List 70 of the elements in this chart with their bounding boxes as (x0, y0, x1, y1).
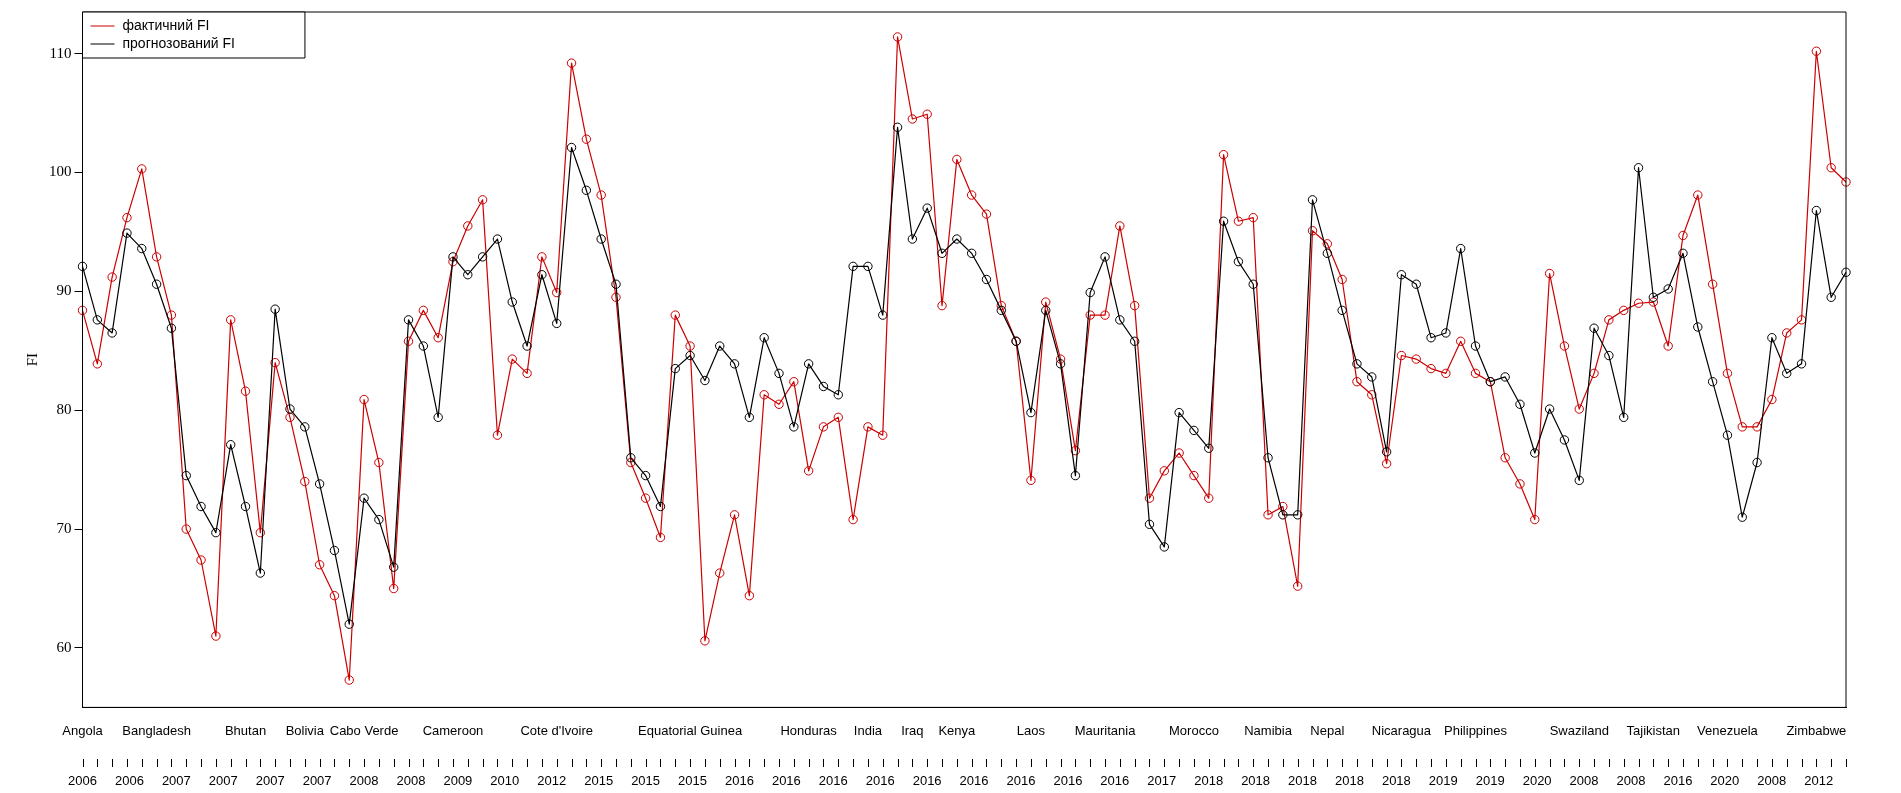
text: 2019 (1428, 773, 1458, 789)
y-tick-label: 100 (49, 163, 72, 180)
x-tick-label: Swaziland (1549, 722, 1609, 738)
text: 2018 (1194, 773, 1224, 789)
text: 2009 (443, 773, 473, 789)
x-tick-label: Kenya (938, 722, 977, 738)
x-tick-label: Angola (62, 722, 104, 738)
text: 2019 (1475, 773, 1505, 789)
text: 2008 (1616, 773, 1646, 789)
text: 2010 (490, 773, 520, 789)
text: 2018 (1288, 773, 1317, 789)
text: 2016 (959, 773, 989, 789)
text: 2016 (818, 773, 848, 789)
x-tick-label: Namibia (1244, 722, 1293, 738)
text: 2015 (631, 773, 661, 789)
text: 2007 (161, 773, 191, 789)
text: 2016 (771, 773, 801, 789)
y-tick-label: 80 (56, 401, 72, 418)
legend-label: прогнозований FI (122, 34, 235, 51)
x-tick-label: Bhutan (224, 722, 267, 738)
legend-label: фактичний FI (122, 16, 210, 33)
text: 2016 (912, 773, 942, 789)
text: 2016 (1100, 773, 1130, 789)
text: 2007 (208, 773, 238, 789)
text: 2016 (1663, 773, 1693, 789)
x-tick-label: Mauritania (1074, 722, 1137, 738)
text: 2008 (1757, 773, 1787, 789)
x-tick-label: Equatorial Guinea (638, 722, 743, 738)
y-tick-label: 70 (56, 520, 72, 537)
x-tick-label: Nicaragua (1371, 722, 1432, 738)
x-tick-label: Iraq (901, 722, 924, 738)
text: 2015 (678, 773, 707, 789)
x-tick-label: Nepal (1310, 722, 1345, 738)
x-tick-label: Laos (1016, 722, 1046, 738)
y-tick-label: 60 (56, 638, 72, 655)
text: 2007 (302, 773, 332, 789)
y-axis-title: FI (23, 353, 40, 367)
x-tick-label: Cabo Verde (329, 722, 399, 738)
text: 2018 (1241, 773, 1271, 789)
text: 2007 (255, 773, 285, 789)
text: 2016 (1006, 773, 1036, 789)
text: 2020 (1710, 773, 1740, 789)
text: 2008 (396, 773, 426, 789)
x-tick-label: Zimbabwe (1786, 722, 1847, 738)
text: 2016 (724, 773, 754, 789)
text: 2017 (1147, 773, 1177, 789)
text: 2018 (1381, 773, 1411, 789)
text: 2016 (1053, 773, 1083, 789)
x-tick-label: Philippines (1444, 722, 1508, 738)
x-tick-label: Bangladesh (122, 722, 191, 738)
x-tick-label: Tajikistan (1626, 722, 1681, 738)
x-tick-label: Cote d'Ivoire (520, 722, 594, 738)
x-tick-label: Honduras (780, 722, 838, 738)
y-tick-label: 90 (56, 282, 72, 299)
text: 2020 (1522, 773, 1552, 789)
text: 2008 (1569, 773, 1599, 789)
x-tick-label: Venezuela (1697, 722, 1759, 738)
y-tick-label: 110 (49, 44, 72, 61)
x-tick-label: Cameroon (422, 722, 484, 738)
text: 2012 (537, 773, 567, 789)
text: 2015 (584, 773, 614, 789)
text: 2012 (1804, 773, 1834, 789)
x-tick-label: India (853, 722, 883, 738)
text: 2006 (68, 773, 97, 789)
text: 2006 (114, 773, 144, 789)
x-tick-label: Morocco (1169, 722, 1219, 738)
text: 2008 (349, 773, 379, 789)
text: 2018 (1334, 773, 1364, 789)
x-tick-label: Bolivia (285, 722, 325, 738)
text: 2016 (865, 773, 895, 789)
